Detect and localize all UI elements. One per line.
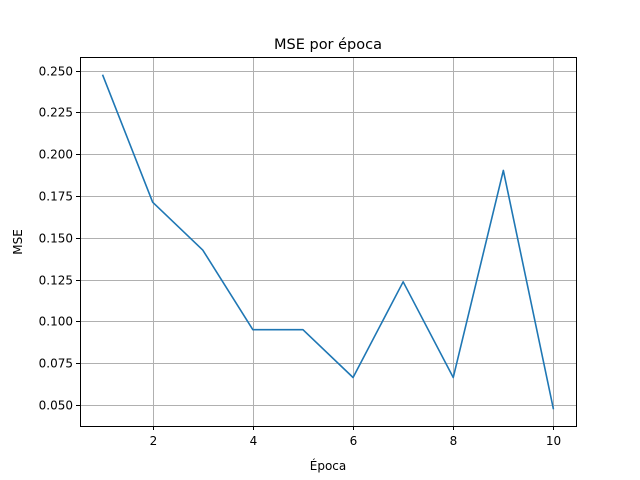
- plot-frame: [80, 57, 577, 427]
- y-tick-label: 0.200: [39, 148, 73, 162]
- y-tick-label: 0.250: [39, 65, 73, 79]
- grid: [80, 58, 576, 426]
- y-tick-label: 0.150: [39, 232, 73, 246]
- y-tick-label: 0.175: [39, 190, 73, 204]
- x-tick-label: 4: [250, 434, 258, 448]
- y-axis-label: MSE: [11, 229, 25, 255]
- series-line: [101, 74, 555, 410]
- x-tick-label: 10: [546, 434, 561, 448]
- series-layer: [101, 74, 555, 410]
- y-tick-label: 0.075: [39, 357, 73, 371]
- x-tick-label: 6: [350, 434, 358, 448]
- x-axis-label: Época: [310, 458, 347, 473]
- x-tick-label: 2: [150, 434, 158, 448]
- x-tick-label: 8: [450, 434, 458, 448]
- y-tick-label: 0.225: [39, 106, 73, 120]
- y-tick-label: 0.100: [39, 315, 73, 329]
- axis-ticks: 2 4 6 8 10 0.050 0.075 0.100 0.125 0.150 0.175 0.20…: [39, 65, 562, 449]
- y-tick-label: 0.050: [39, 399, 73, 413]
- y-tick-label: 0.125: [39, 274, 73, 288]
- chart-title: MSE por época: [274, 37, 382, 53]
